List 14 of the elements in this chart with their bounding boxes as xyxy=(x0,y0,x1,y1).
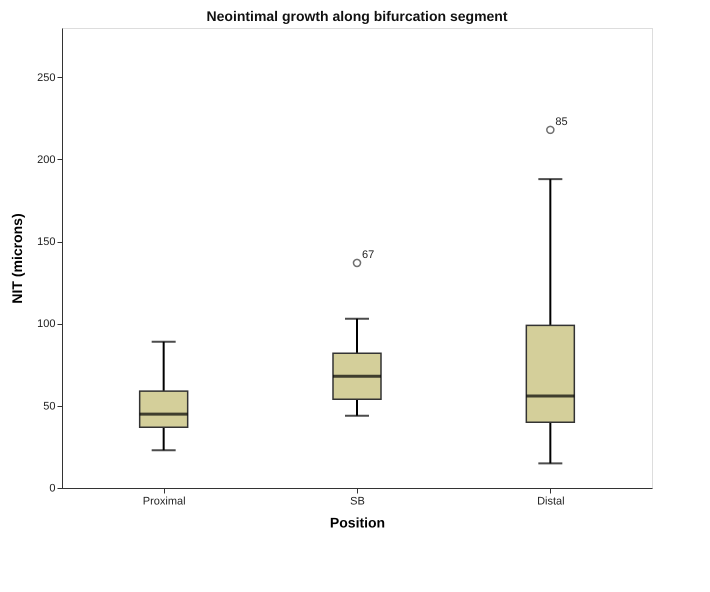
y-tick-label: 250 xyxy=(37,72,56,84)
x-axis-title: Position xyxy=(330,514,386,530)
y-axis-title: NIT (microns) xyxy=(9,213,26,304)
y-tick-label: 0 xyxy=(49,482,56,494)
x-tick-label: Distal xyxy=(537,496,565,508)
y-tick-label: 100 xyxy=(37,318,56,330)
x-tick-label: Proximal xyxy=(142,496,186,508)
y-tick-label: 150 xyxy=(37,236,56,248)
annotation: 85 xyxy=(555,116,568,128)
chart-title: Neointimal growth along bifurcation segment xyxy=(206,8,508,24)
annotation: 67 xyxy=(362,248,374,261)
y-tick-label: 200 xyxy=(37,154,56,166)
x-tick-label: SB xyxy=(350,496,365,508)
y-tick-label: 50 xyxy=(43,400,56,412)
